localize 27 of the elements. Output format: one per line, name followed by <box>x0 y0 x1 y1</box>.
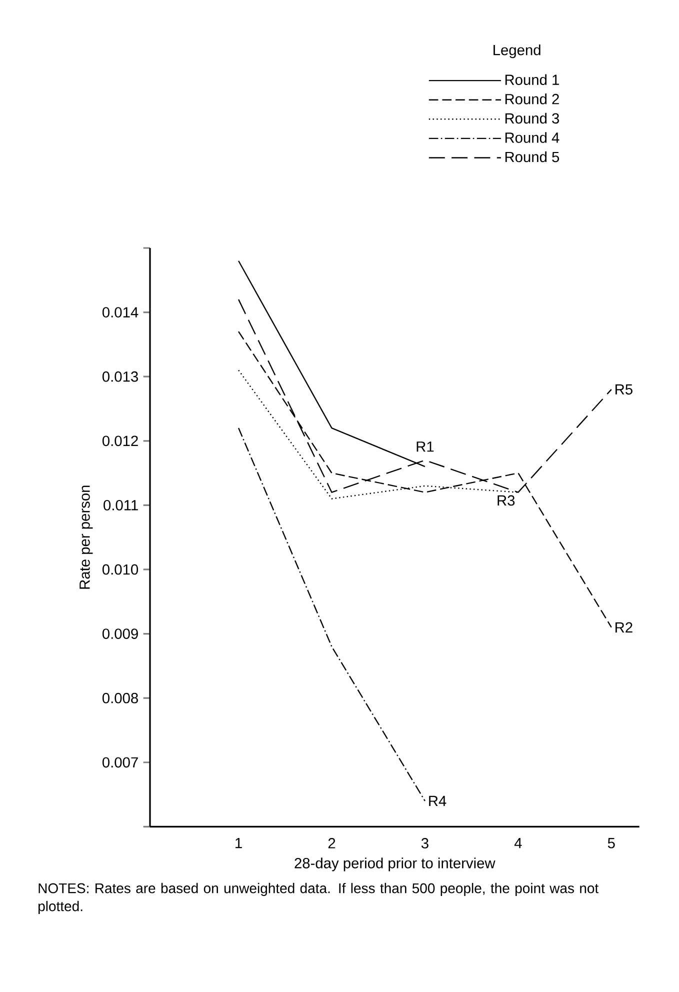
legend-title: Legend <box>494 44 540 58</box>
text: NOTES: Rates are based on unweighted data. If less than 500 people, the point was not plotted. <box>38 882 599 914</box>
annotation: R3 <box>498 495 515 506</box>
x-tick-label: 5 <box>608 838 615 848</box>
legend-label: Round 1 <box>505 74 559 85</box>
y-axis-title: Rate per person <box>80 486 93 589</box>
y-tick-label: 0.008 <box>102 692 138 704</box>
legend-label: Round 2 <box>505 94 559 104</box>
y-tick-label: 0.011 <box>104 500 138 510</box>
x-tick-label: 4 <box>514 838 522 848</box>
legend-label: Round 3 <box>505 112 560 124</box>
legend-label: Round 5 <box>505 151 560 162</box>
y-tick-label: 0.014 <box>102 307 138 318</box>
x-tick-label: 1 <box>236 838 242 848</box>
x-tick-label: 2 <box>328 838 336 848</box>
annotation: R1 <box>416 442 434 452</box>
annotation: R5 <box>616 384 632 395</box>
x-axis-title: 28-day period prior to interview <box>294 858 496 872</box>
x-tick-label: 3 <box>421 838 428 848</box>
y-tick-label: 0.007 <box>102 757 138 768</box>
y-tick-label: 0.012 <box>102 436 138 446</box>
legend-label: Round 4 <box>505 132 560 143</box>
y-tick-label: 0.009 <box>102 628 138 639</box>
y-tick-label: 0.010 <box>102 564 138 575</box>
annotation: R4 <box>429 796 446 806</box>
annotation: R2 <box>616 622 632 632</box>
y-tick-label: 0.013 <box>102 371 138 382</box>
